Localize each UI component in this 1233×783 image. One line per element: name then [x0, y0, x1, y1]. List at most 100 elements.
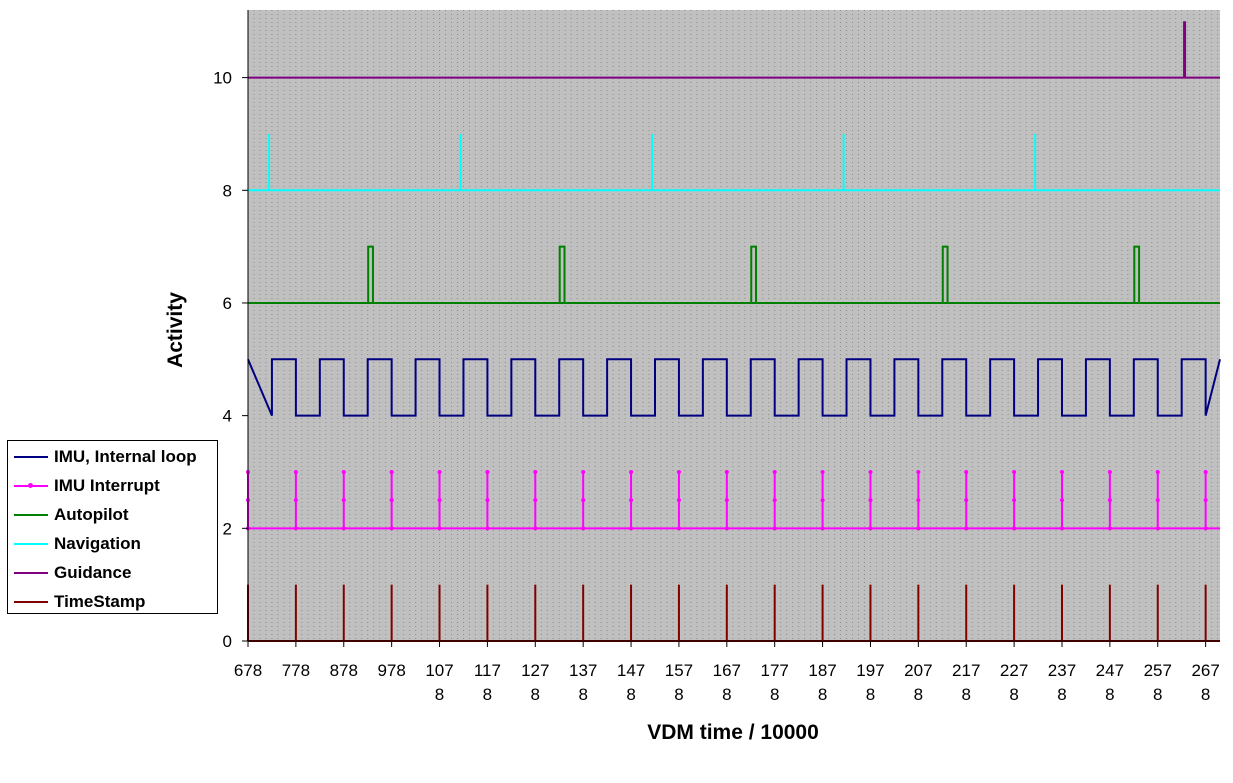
- pulse: [1133, 245, 1141, 303]
- data-point: [629, 469, 634, 474]
- data-point: [485, 469, 490, 474]
- data-point: [389, 498, 394, 503]
- legend-swatch: [14, 572, 48, 574]
- legend-label: IMU Interrupt: [54, 476, 160, 495]
- data-point: [724, 469, 729, 474]
- x-tick-label: 978: [377, 661, 405, 680]
- y-tick-label: 0: [223, 632, 232, 651]
- x-tick-label: 8: [578, 685, 587, 704]
- data-point: [772, 526, 777, 531]
- legend-label: TimeStamp: [54, 592, 146, 611]
- x-tick-label: 247: [1096, 661, 1124, 680]
- data-point: [1107, 498, 1112, 503]
- data-point: [1059, 526, 1064, 531]
- x-tick-label: 127: [521, 661, 549, 680]
- data-point: [485, 526, 490, 531]
- x-tick-label: 8: [866, 685, 875, 704]
- x-tick-label: 778: [282, 661, 310, 680]
- x-tick-labels: 678 778 878 978 1078117812781378147815781678…: [234, 661, 1220, 704]
- plot-area: [248, 10, 1220, 641]
- y-tick-labels: 0 2 4 6 8 10: [213, 69, 232, 651]
- data-point: [1155, 498, 1160, 503]
- x-tick-label: 197: [856, 661, 884, 680]
- x-tick-label: 107: [425, 661, 453, 680]
- legend: IMU, Internal loop IMU Interrupt Autopilot…: [7, 440, 218, 614]
- data-point: [916, 526, 921, 531]
- data-point: [1012, 526, 1017, 531]
- x-tick-label: 8: [1105, 685, 1114, 704]
- data-point: [293, 498, 298, 503]
- y-tick-label: 10: [213, 69, 232, 88]
- data-point: [1155, 526, 1160, 531]
- pulse: [941, 245, 949, 303]
- x-tick-label: 8: [483, 685, 492, 704]
- data-point: [724, 498, 729, 503]
- legend-item: IMU, Internal loop: [14, 446, 197, 468]
- data-point: [437, 498, 442, 503]
- data-point: [724, 526, 729, 531]
- data-point: [676, 526, 681, 531]
- data-point: [1203, 469, 1208, 474]
- axes: [242, 10, 1220, 647]
- x-tick-label: 8: [531, 685, 540, 704]
- data-point: [341, 469, 346, 474]
- pulse: [367, 245, 374, 303]
- legend-swatch: [14, 601, 48, 603]
- x-tick-label: 117: [474, 661, 501, 680]
- x-tick-label: 8: [626, 685, 635, 704]
- data-point: [1059, 498, 1064, 503]
- x-tick-label: 237: [1048, 661, 1076, 680]
- data-point: [1203, 498, 1208, 503]
- x-tick-label: 207: [904, 661, 932, 680]
- x-tick-label: 8: [435, 685, 444, 704]
- series-line: [247, 358, 1221, 417]
- x-tick-label: 167: [713, 661, 741, 680]
- data-point: [772, 469, 777, 474]
- x-tick-label: 8: [1009, 685, 1018, 704]
- legend-item: Navigation: [14, 533, 141, 555]
- legend-swatch: [14, 543, 48, 545]
- x-tick-label: 177: [761, 661, 789, 680]
- legend-item: Autopilot: [14, 504, 129, 526]
- data-point: [1155, 469, 1160, 474]
- data-point: [581, 526, 586, 531]
- legend-label: Guidance: [54, 563, 132, 582]
- y-tick-label: 8: [223, 181, 232, 200]
- y-tick-label: 2: [223, 519, 232, 538]
- legend-label: IMU, Internal loop: [54, 447, 197, 466]
- data-point: [1107, 526, 1112, 531]
- data-point: [629, 498, 634, 503]
- data-point: [1059, 469, 1064, 474]
- x-tick-label: 137: [569, 661, 597, 680]
- data-point: [293, 526, 298, 531]
- x-tick-label: 257: [1144, 661, 1172, 680]
- data-point: [1012, 469, 1017, 474]
- data-point: [676, 469, 681, 474]
- data-point: [581, 469, 586, 474]
- legend-item: IMU Interrupt: [14, 475, 160, 497]
- pulse: [558, 245, 566, 303]
- series-imu-internal-loop: [247, 358, 1221, 417]
- data-point: [437, 469, 442, 474]
- data-point: [341, 498, 346, 503]
- x-tick-label: 8: [674, 685, 683, 704]
- legend-swatch: [14, 514, 48, 516]
- x-tick-label: 217: [952, 661, 980, 680]
- x-tick-label: 157: [665, 661, 693, 680]
- data-point: [293, 469, 298, 474]
- x-tick-label: 878: [330, 661, 358, 680]
- legend-item: TimeStamp: [14, 591, 145, 613]
- legend-swatch: [14, 483, 48, 488]
- x-tick-label: 227: [1000, 661, 1028, 680]
- x-tick-label: 8: [961, 685, 970, 704]
- data-point: [1012, 498, 1017, 503]
- legend-swatch: [14, 456, 48, 458]
- data-point: [868, 526, 873, 531]
- data-point: [1203, 526, 1208, 531]
- y-axis-title: Activity: [164, 292, 187, 368]
- data-point: [964, 498, 969, 503]
- data-point: [437, 526, 442, 531]
- x-tick-label: 678: [234, 661, 262, 680]
- y-tick-label: 6: [223, 294, 232, 313]
